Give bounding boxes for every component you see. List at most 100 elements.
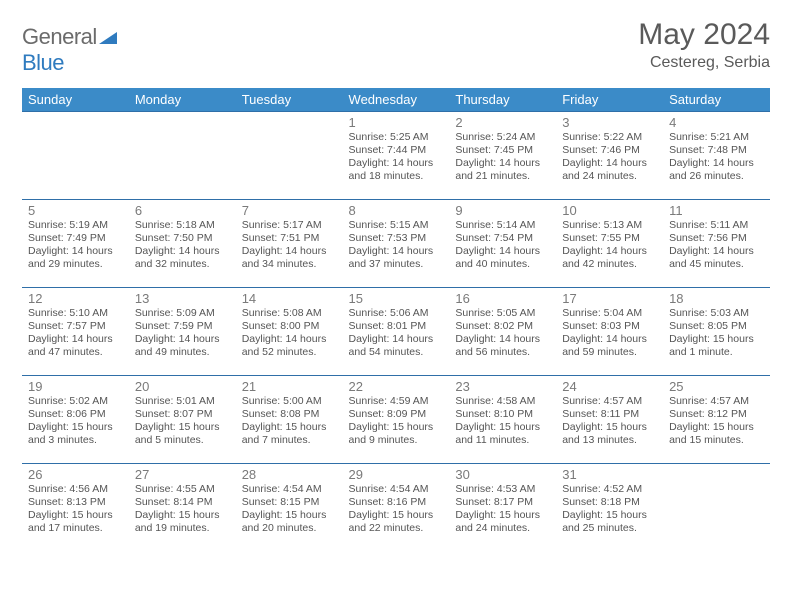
calendar-day-cell: 21Sunrise: 5:00 AMSunset: 8:08 PMDayligh… (236, 376, 343, 464)
day-details: Sunrise: 4:56 AMSunset: 8:13 PMDaylight:… (28, 483, 123, 536)
calendar-day-cell (22, 112, 129, 200)
day-number: 5 (28, 203, 123, 218)
day-number: 19 (28, 379, 123, 394)
location: Cestereg, Serbia (638, 54, 770, 72)
day-details: Sunrise: 4:57 AMSunset: 8:12 PMDaylight:… (669, 395, 764, 448)
calendar-week-row: 5Sunrise: 5:19 AMSunset: 7:49 PMDaylight… (22, 200, 770, 288)
calendar-day-cell (663, 464, 770, 552)
calendar-day-cell: 18Sunrise: 5:03 AMSunset: 8:05 PMDayligh… (663, 288, 770, 376)
day-number: 20 (135, 379, 230, 394)
day-number: 18 (669, 291, 764, 306)
day-number: 10 (562, 203, 657, 218)
calendar-day-cell: 16Sunrise: 5:05 AMSunset: 8:02 PMDayligh… (449, 288, 556, 376)
day-details: Sunrise: 5:19 AMSunset: 7:49 PMDaylight:… (28, 219, 123, 272)
calendar-day-cell: 25Sunrise: 4:57 AMSunset: 8:12 PMDayligh… (663, 376, 770, 464)
calendar-day-cell: 23Sunrise: 4:58 AMSunset: 8:10 PMDayligh… (449, 376, 556, 464)
calendar-week-row: 12Sunrise: 5:10 AMSunset: 7:57 PMDayligh… (22, 288, 770, 376)
day-details: Sunrise: 5:04 AMSunset: 8:03 PMDaylight:… (562, 307, 657, 360)
day-details: Sunrise: 4:54 AMSunset: 8:15 PMDaylight:… (242, 483, 337, 536)
day-details: Sunrise: 5:22 AMSunset: 7:46 PMDaylight:… (562, 131, 657, 184)
day-number: 29 (349, 467, 444, 482)
day-details: Sunrise: 5:08 AMSunset: 8:00 PMDaylight:… (242, 307, 337, 360)
calendar-day-cell: 31Sunrise: 4:52 AMSunset: 8:18 PMDayligh… (556, 464, 663, 552)
header: GeneralBlue May 2024 Cestereg, Serbia (22, 18, 770, 76)
calendar-day-cell: 28Sunrise: 4:54 AMSunset: 8:15 PMDayligh… (236, 464, 343, 552)
day-number: 31 (562, 467, 657, 482)
day-details: Sunrise: 5:11 AMSunset: 7:56 PMDaylight:… (669, 219, 764, 272)
day-details: Sunrise: 5:24 AMSunset: 7:45 PMDaylight:… (455, 131, 550, 184)
day-number: 14 (242, 291, 337, 306)
weekday-header: Wednesday (343, 88, 450, 112)
weekday-header: Friday (556, 88, 663, 112)
day-details: Sunrise: 5:09 AMSunset: 7:59 PMDaylight:… (135, 307, 230, 360)
day-number: 13 (135, 291, 230, 306)
calendar-week-row: 19Sunrise: 5:02 AMSunset: 8:06 PMDayligh… (22, 376, 770, 464)
day-number: 15 (349, 291, 444, 306)
calendar-day-cell: 15Sunrise: 5:06 AMSunset: 8:01 PMDayligh… (343, 288, 450, 376)
logo-word1: General (22, 24, 97, 49)
day-details: Sunrise: 5:21 AMSunset: 7:48 PMDaylight:… (669, 131, 764, 184)
weekday-header: Monday (129, 88, 236, 112)
calendar-day-cell: 22Sunrise: 4:59 AMSunset: 8:09 PMDayligh… (343, 376, 450, 464)
day-number: 2 (455, 115, 550, 130)
logo-word2: Blue (22, 50, 64, 75)
day-details: Sunrise: 4:55 AMSunset: 8:14 PMDaylight:… (135, 483, 230, 536)
day-details: Sunrise: 5:06 AMSunset: 8:01 PMDaylight:… (349, 307, 444, 360)
day-details: Sunrise: 5:18 AMSunset: 7:50 PMDaylight:… (135, 219, 230, 272)
calendar-week-row: 26Sunrise: 4:56 AMSunset: 8:13 PMDayligh… (22, 464, 770, 552)
calendar-day-cell: 8Sunrise: 5:15 AMSunset: 7:53 PMDaylight… (343, 200, 450, 288)
day-number: 16 (455, 291, 550, 306)
title-block: May 2024 Cestereg, Serbia (638, 18, 770, 72)
day-details: Sunrise: 5:00 AMSunset: 8:08 PMDaylight:… (242, 395, 337, 448)
day-details: Sunrise: 5:13 AMSunset: 7:55 PMDaylight:… (562, 219, 657, 272)
calendar-day-cell: 7Sunrise: 5:17 AMSunset: 7:51 PMDaylight… (236, 200, 343, 288)
weekday-header: Saturday (663, 88, 770, 112)
calendar-day-cell: 11Sunrise: 5:11 AMSunset: 7:56 PMDayligh… (663, 200, 770, 288)
day-details: Sunrise: 4:52 AMSunset: 8:18 PMDaylight:… (562, 483, 657, 536)
day-details: Sunrise: 5:15 AMSunset: 7:53 PMDaylight:… (349, 219, 444, 272)
calendar-day-cell: 9Sunrise: 5:14 AMSunset: 7:54 PMDaylight… (449, 200, 556, 288)
day-number: 12 (28, 291, 123, 306)
day-number: 26 (28, 467, 123, 482)
weekday-header: Tuesday (236, 88, 343, 112)
calendar-day-cell: 13Sunrise: 5:09 AMSunset: 7:59 PMDayligh… (129, 288, 236, 376)
calendar-day-cell (236, 112, 343, 200)
day-details: Sunrise: 5:01 AMSunset: 8:07 PMDaylight:… (135, 395, 230, 448)
day-details: Sunrise: 4:53 AMSunset: 8:17 PMDaylight:… (455, 483, 550, 536)
day-details: Sunrise: 4:57 AMSunset: 8:11 PMDaylight:… (562, 395, 657, 448)
calendar-day-cell: 30Sunrise: 4:53 AMSunset: 8:17 PMDayligh… (449, 464, 556, 552)
calendar-table: SundayMondayTuesdayWednesdayThursdayFrid… (22, 88, 770, 552)
calendar-day-cell: 12Sunrise: 5:10 AMSunset: 7:57 PMDayligh… (22, 288, 129, 376)
day-number: 11 (669, 203, 764, 218)
weekday-header: Sunday (22, 88, 129, 112)
day-details: Sunrise: 5:14 AMSunset: 7:54 PMDaylight:… (455, 219, 550, 272)
day-details: Sunrise: 5:05 AMSunset: 8:02 PMDaylight:… (455, 307, 550, 360)
calendar-week-row: 1Sunrise: 5:25 AMSunset: 7:44 PMDaylight… (22, 112, 770, 200)
day-details: Sunrise: 5:17 AMSunset: 7:51 PMDaylight:… (242, 219, 337, 272)
calendar-day-cell: 2Sunrise: 5:24 AMSunset: 7:45 PMDaylight… (449, 112, 556, 200)
day-number: 9 (455, 203, 550, 218)
day-details: Sunrise: 5:10 AMSunset: 7:57 PMDaylight:… (28, 307, 123, 360)
logo-triangle-icon (99, 24, 117, 50)
day-number: 21 (242, 379, 337, 394)
day-number: 6 (135, 203, 230, 218)
day-details: Sunrise: 5:02 AMSunset: 8:06 PMDaylight:… (28, 395, 123, 448)
day-number: 8 (349, 203, 444, 218)
logo: GeneralBlue (22, 18, 117, 76)
day-number: 22 (349, 379, 444, 394)
calendar-day-cell: 1Sunrise: 5:25 AMSunset: 7:44 PMDaylight… (343, 112, 450, 200)
day-number: 24 (562, 379, 657, 394)
day-details: Sunrise: 5:25 AMSunset: 7:44 PMDaylight:… (349, 131, 444, 184)
calendar-day-cell: 27Sunrise: 4:55 AMSunset: 8:14 PMDayligh… (129, 464, 236, 552)
day-number: 25 (669, 379, 764, 394)
day-number: 4 (669, 115, 764, 130)
logo-text: GeneralBlue (22, 24, 117, 76)
day-details: Sunrise: 4:58 AMSunset: 8:10 PMDaylight:… (455, 395, 550, 448)
calendar-day-cell: 5Sunrise: 5:19 AMSunset: 7:49 PMDaylight… (22, 200, 129, 288)
calendar-day-cell: 26Sunrise: 4:56 AMSunset: 8:13 PMDayligh… (22, 464, 129, 552)
calendar-day-cell: 17Sunrise: 5:04 AMSunset: 8:03 PMDayligh… (556, 288, 663, 376)
day-number: 7 (242, 203, 337, 218)
calendar-day-cell: 20Sunrise: 5:01 AMSunset: 8:07 PMDayligh… (129, 376, 236, 464)
day-number: 30 (455, 467, 550, 482)
calendar-day-cell: 14Sunrise: 5:08 AMSunset: 8:00 PMDayligh… (236, 288, 343, 376)
